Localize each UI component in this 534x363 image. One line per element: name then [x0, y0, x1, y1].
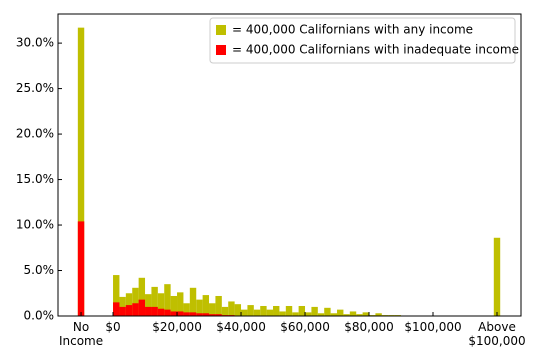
x-tick-label: $100,000	[404, 320, 462, 334]
bar	[189, 312, 197, 316]
bar	[234, 304, 242, 316]
bar	[119, 296, 126, 316]
bar	[279, 311, 286, 316]
bar	[177, 292, 184, 316]
bar	[209, 303, 216, 316]
bar	[113, 302, 120, 316]
y-tick-label: 10.0%	[16, 218, 54, 232]
bar	[196, 313, 203, 316]
bar	[253, 309, 261, 316]
bar	[189, 287, 197, 316]
legend-box	[209, 17, 516, 64]
bar	[209, 314, 216, 316]
bar	[285, 305, 293, 316]
bar	[298, 305, 306, 316]
bar	[170, 295, 178, 316]
bar	[266, 309, 274, 316]
bar	[228, 301, 235, 316]
bar	[215, 314, 222, 316]
legend-label: = 400,000 Californians with inadequate i…	[232, 43, 519, 57]
bar	[145, 306, 152, 316]
bar	[317, 313, 325, 316]
bar	[138, 277, 146, 316]
bar	[125, 305, 133, 316]
y-tick-label: 25.0%	[16, 81, 54, 95]
plot-frame	[57, 13, 522, 317]
bar	[273, 305, 280, 316]
bar	[164, 309, 171, 316]
bar	[183, 312, 190, 316]
bar	[247, 305, 254, 316]
bar	[343, 314, 350, 316]
bar	[138, 299, 146, 316]
bar	[349, 311, 357, 316]
bar	[493, 237, 501, 316]
bar	[202, 295, 210, 316]
bar	[170, 311, 178, 316]
y-tick-label: 0.0%	[24, 309, 55, 323]
bar	[157, 308, 165, 316]
bar	[375, 313, 382, 316]
x-tick-label: $40,000	[216, 320, 266, 334]
bar	[362, 312, 370, 316]
y-tick-label: 15.0%	[16, 172, 54, 186]
bar	[196, 299, 203, 316]
bar	[292, 312, 299, 316]
x-tick-label: Above $100,000	[468, 320, 526, 348]
bar	[151, 286, 158, 316]
bar	[241, 309, 248, 316]
bar	[260, 305, 267, 316]
bar	[132, 287, 139, 316]
bar	[77, 27, 85, 316]
bar	[145, 294, 152, 316]
legend-swatch	[216, 25, 226, 35]
bar	[311, 306, 318, 316]
plot-area	[58, 14, 521, 316]
bar	[119, 306, 126, 316]
bar	[330, 313, 338, 316]
bar	[177, 311, 184, 316]
y-tick-label: 20.0%	[16, 127, 54, 141]
y-tick-label: 5.0%	[24, 263, 55, 277]
bar	[164, 284, 171, 316]
x-tick-label: $60,000	[280, 320, 330, 334]
bar	[125, 293, 133, 316]
bar	[183, 303, 190, 316]
bar	[202, 313, 210, 316]
x-tick-label: $0	[105, 320, 121, 334]
bar	[132, 303, 139, 316]
bar	[305, 312, 312, 316]
x-tick-label: No Income	[58, 320, 104, 348]
bar	[221, 306, 229, 316]
x-tick-label: $80,000	[344, 320, 394, 334]
y-tick-label: 30.0%	[16, 36, 54, 50]
x-tick-label: $20,000	[152, 320, 202, 334]
bar	[215, 295, 222, 316]
bar	[324, 307, 331, 316]
bar	[113, 275, 120, 316]
bar	[337, 309, 344, 316]
bar	[77, 221, 85, 316]
bar	[157, 293, 165, 316]
bar	[356, 314, 363, 316]
bar	[151, 306, 158, 316]
legend-swatch	[216, 45, 226, 55]
legend-label: = 400,000 Californians with any income	[232, 23, 473, 37]
